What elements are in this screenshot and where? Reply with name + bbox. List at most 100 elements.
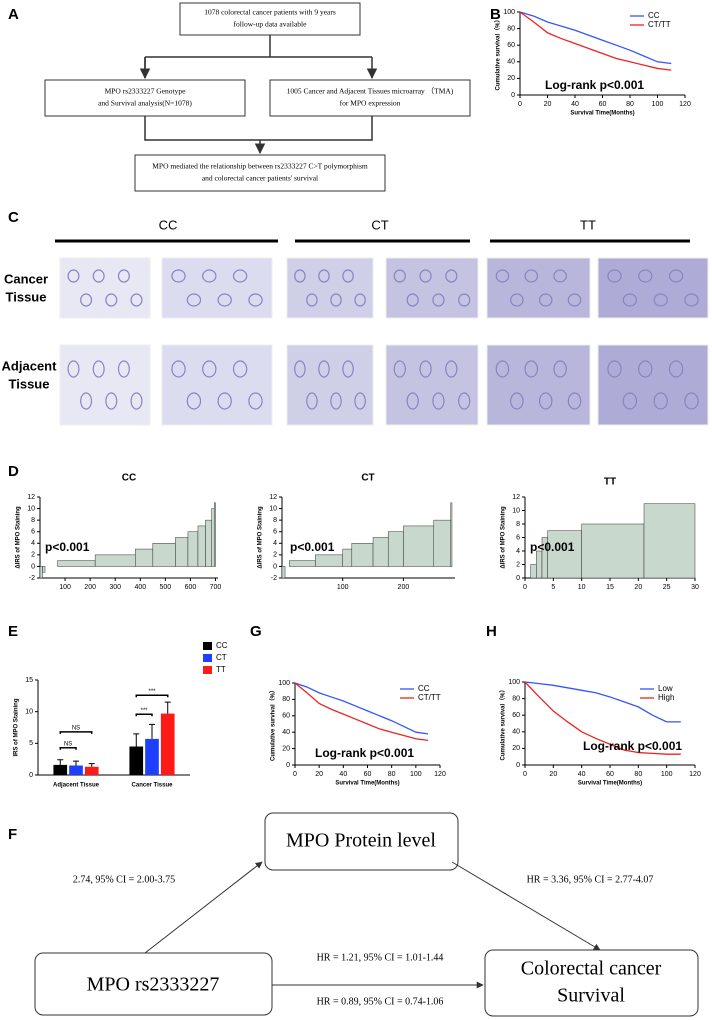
gland bbox=[130, 392, 143, 410]
med-box bbox=[264, 812, 459, 871]
bar bbox=[53, 764, 68, 775]
group-labels: CC CT TT bbox=[159, 217, 596, 232]
bracket bbox=[59, 747, 77, 750]
x-tick-label: Cancer Tissue bbox=[132, 783, 174, 789]
step-bar bbox=[450, 502, 453, 567]
tissue-image bbox=[59, 257, 151, 319]
x-axis-title: Survival Time(Months) bbox=[570, 111, 634, 117]
x-tick-label: 600 bbox=[185, 584, 197, 591]
legend-label: CT/TT bbox=[418, 693, 441, 702]
y-tick-label: 4 bbox=[516, 548, 520, 555]
panel-label: A bbox=[8, 6, 19, 23]
med-box bbox=[484, 949, 699, 1017]
y-tick-label: 60 bbox=[282, 713, 290, 720]
gland bbox=[330, 293, 342, 307]
step-bar bbox=[372, 537, 389, 567]
gland bbox=[510, 392, 524, 410]
legend-label: High bbox=[658, 693, 674, 702]
y-tick-label: 60 bbox=[512, 712, 520, 719]
gland bbox=[567, 392, 582, 410]
x-tick-label: 0 bbox=[523, 771, 527, 778]
y-axis-title: IRS of MPO Staining bbox=[14, 698, 20, 756]
panel-label: C bbox=[8, 209, 19, 226]
gland bbox=[538, 293, 553, 307]
y-tick-label: 6 bbox=[31, 529, 35, 536]
gland bbox=[638, 360, 653, 378]
med-text: MPO Protein level MPO rs2333227 Colorect… bbox=[73, 830, 662, 1008]
gland bbox=[495, 269, 510, 283]
flow-box bbox=[44, 79, 246, 117]
y-axis-title: ΔIRS of MPO Staining bbox=[501, 506, 507, 569]
y-tick-label: 6 bbox=[516, 534, 520, 541]
x-tick-label: 20 bbox=[315, 771, 323, 778]
step-bar bbox=[547, 530, 582, 579]
x-axis-title: Survival Time(Months) bbox=[578, 781, 642, 787]
x-tick-label: 100 bbox=[652, 101, 664, 108]
tissue-image bbox=[286, 257, 374, 319]
y-tick-label: 5 bbox=[29, 740, 33, 747]
flow-text: 1078 colorectal cancer patients with 9 y… bbox=[98, 8, 454, 183]
gland bbox=[684, 392, 699, 410]
step-bar bbox=[197, 525, 206, 567]
annotation: Log-rank p<0.001 bbox=[315, 746, 414, 760]
x-tick-label: 300 bbox=[109, 584, 121, 591]
gland bbox=[622, 392, 638, 410]
med-node: MPO Protein level bbox=[286, 830, 436, 852]
step-bar bbox=[94, 554, 136, 567]
tissue-image bbox=[286, 344, 374, 426]
y-tick-label: 2 bbox=[273, 552, 277, 559]
x-tick-label: 5 bbox=[551, 584, 555, 591]
gland bbox=[117, 360, 130, 378]
error-bar bbox=[149, 723, 155, 739]
group-label: CT bbox=[371, 217, 388, 232]
flow-line: for MPO expression bbox=[340, 99, 401, 108]
error-bar bbox=[133, 733, 140, 747]
row-label: Cancer bbox=[4, 271, 48, 286]
gland bbox=[567, 293, 582, 307]
y-tick-label: 4 bbox=[273, 540, 277, 547]
bracket bbox=[135, 713, 153, 717]
y-tick-label: 20 bbox=[507, 75, 515, 82]
x-tick-label: 40 bbox=[571, 101, 579, 108]
x-tick-label: 25 bbox=[663, 584, 671, 591]
gland bbox=[248, 293, 263, 307]
error-bar bbox=[164, 701, 171, 714]
gland bbox=[318, 269, 330, 283]
y-axis-title: ΔIRS of MPO Staining bbox=[258, 506, 264, 569]
gland bbox=[607, 269, 622, 283]
arrow bbox=[144, 116, 373, 153]
annotation: NS bbox=[64, 741, 72, 747]
gland bbox=[458, 392, 471, 410]
gland bbox=[684, 293, 699, 307]
gland bbox=[232, 360, 248, 378]
legend-label: CT/TT bbox=[648, 20, 671, 29]
x-tick-label: 120 bbox=[679, 101, 691, 108]
y-axis-title: ΔIRS of MPO Staining bbox=[16, 506, 22, 569]
gland bbox=[445, 269, 458, 283]
legend-swatch bbox=[203, 642, 212, 650]
med-arrows bbox=[144, 861, 601, 989]
step-bar bbox=[342, 548, 353, 567]
y-tick-label: 40 bbox=[507, 59, 515, 66]
legend-label: CC bbox=[648, 11, 660, 20]
row-labels: Cancer Tissue Adjacent Tissue bbox=[2, 271, 58, 391]
survival-line bbox=[294, 682, 429, 735]
x-tick-label: 100 bbox=[59, 584, 71, 591]
legend-label: Low bbox=[658, 684, 673, 693]
y-tick-label: 20 bbox=[512, 745, 520, 752]
bar bbox=[160, 713, 175, 775]
y-tick-label: 80 bbox=[507, 25, 515, 32]
step-bar bbox=[211, 508, 215, 567]
gland bbox=[217, 392, 232, 410]
error-bar bbox=[88, 763, 95, 767]
annotation: Log-rank p<0.001 bbox=[545, 78, 644, 92]
gland bbox=[202, 360, 217, 378]
arrow bbox=[451, 861, 601, 951]
gland bbox=[432, 293, 445, 307]
flow-arrows bbox=[139, 35, 373, 153]
group-label: CC bbox=[159, 217, 178, 232]
gland bbox=[248, 392, 263, 410]
gland bbox=[354, 392, 366, 410]
y-tick-label: 8 bbox=[31, 517, 35, 524]
step-bar bbox=[39, 566, 43, 579]
